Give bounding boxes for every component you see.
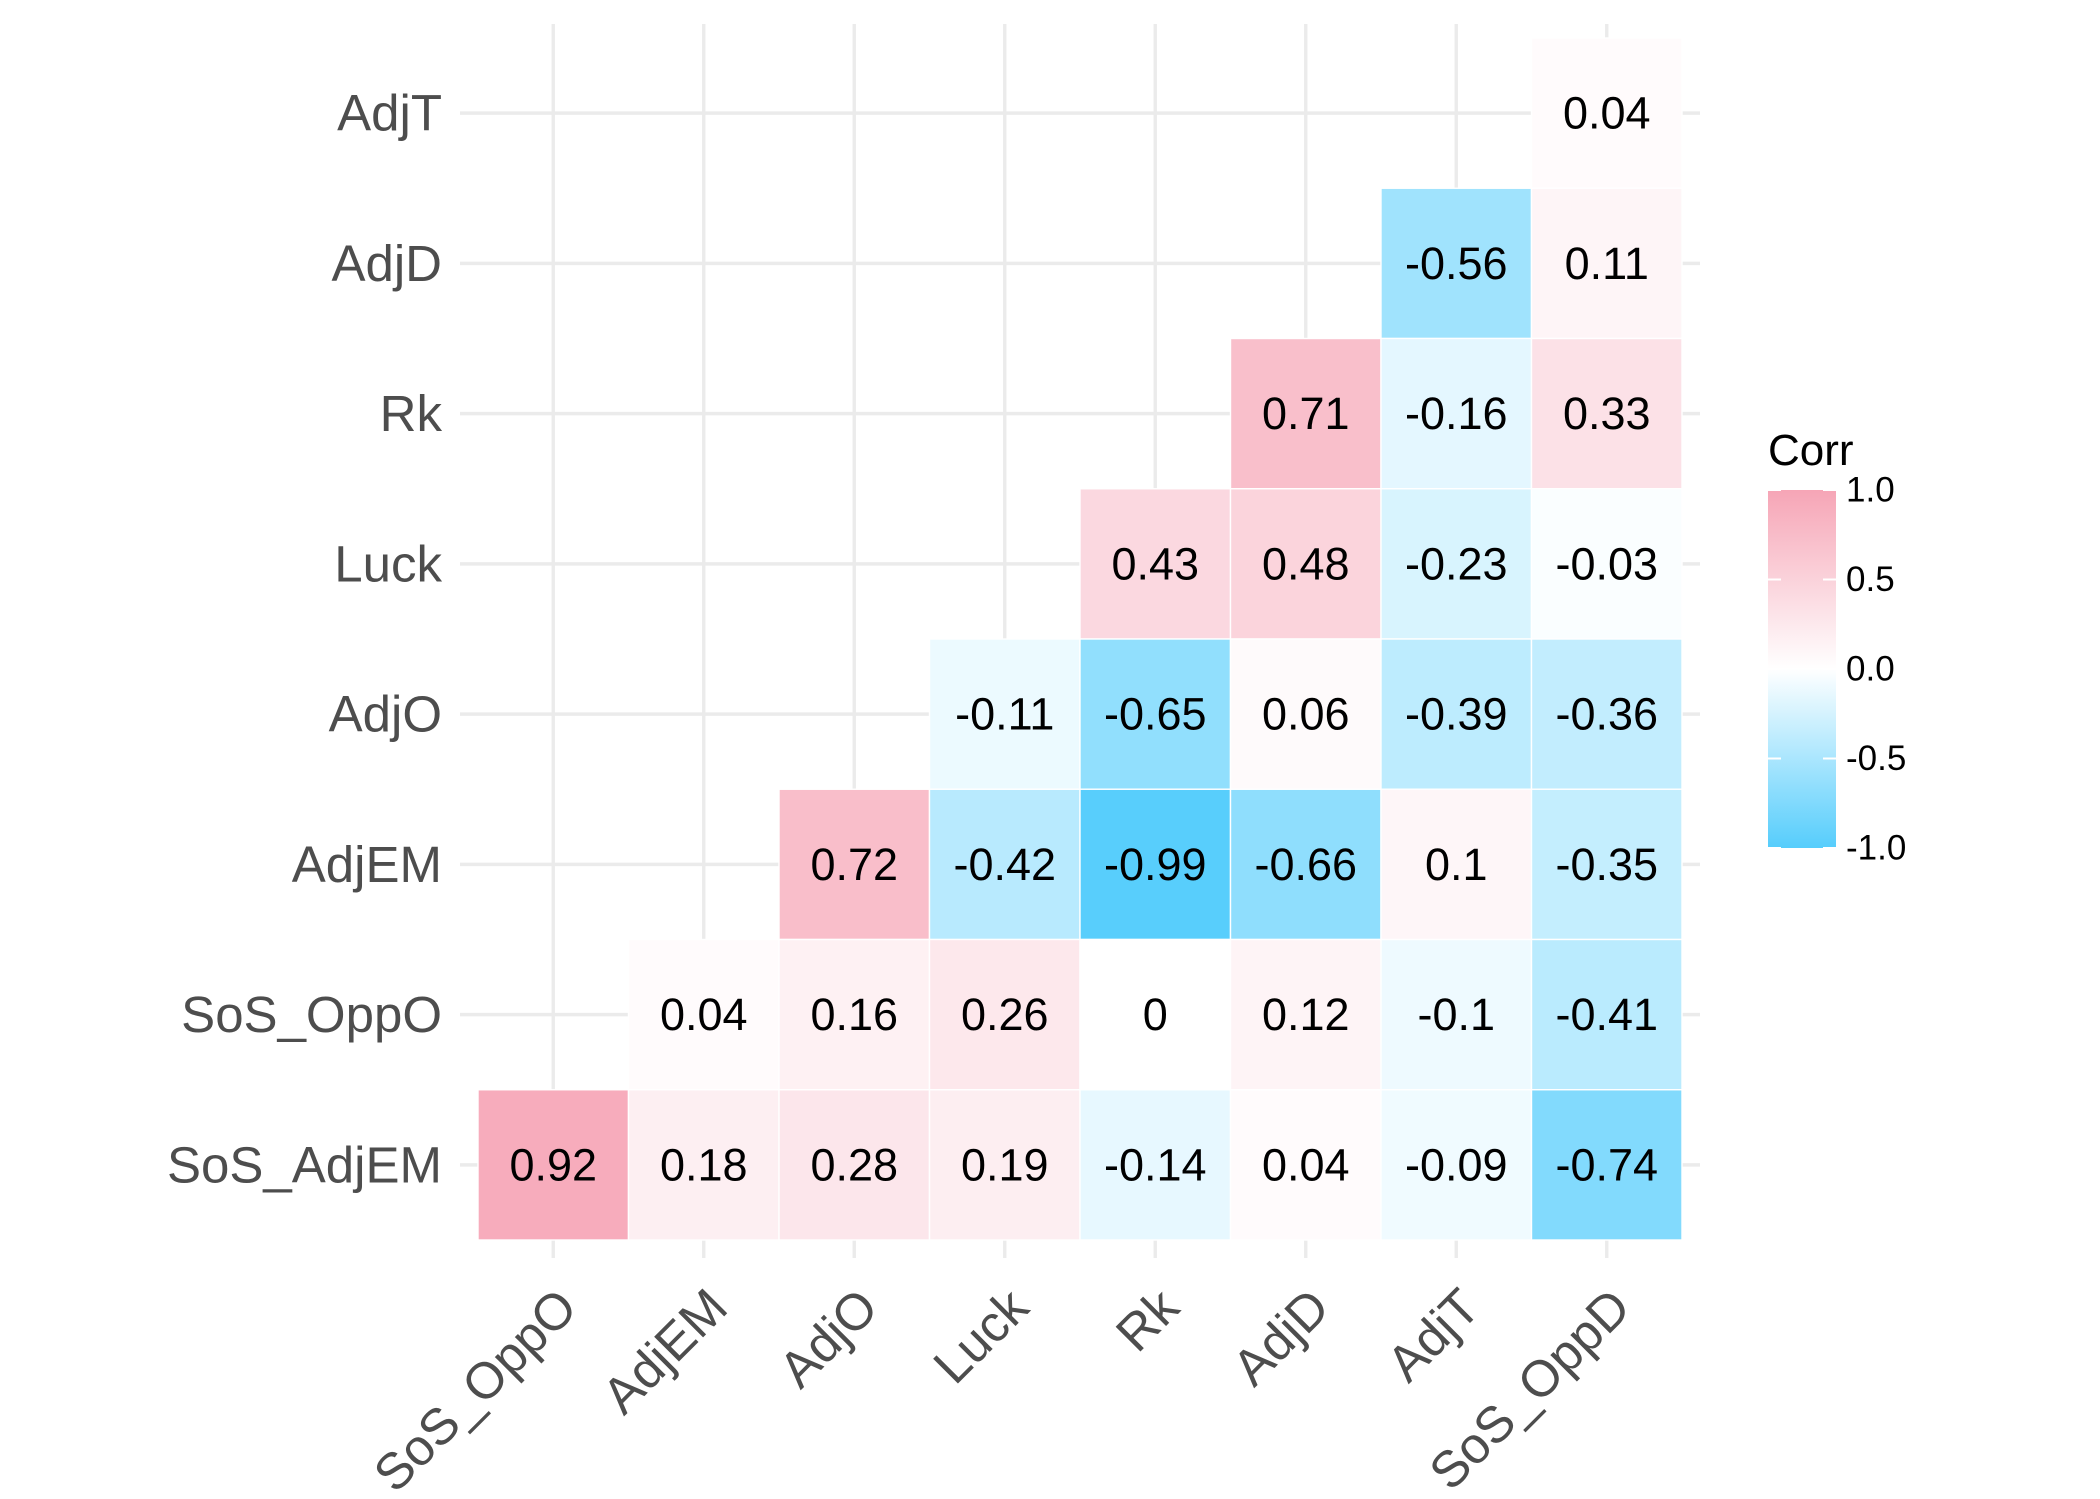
legend-title: Corr [1768, 426, 1854, 475]
cell-value-label: 0.92 [509, 1139, 597, 1190]
y-tick-label: SoS_AdjEM [167, 1136, 442, 1193]
cell-value-label: -0.99 [1104, 839, 1207, 890]
heatmap-cell [1380, 337, 1533, 490]
x-tick-label: AdjO [768, 1278, 888, 1398]
cell-value-label: -0.16 [1405, 388, 1508, 439]
cell-value-label: 0.12 [1262, 989, 1350, 1040]
cell-value-label: 0.16 [810, 989, 898, 1040]
cell-value-label: -0.41 [1555, 989, 1658, 1040]
heatmap-cell [1079, 638, 1232, 790]
heatmap-cell [1380, 1089, 1533, 1241]
y-tick-label: AdjT [337, 85, 442, 142]
legend-break-label: 1.0 [1846, 471, 1895, 510]
color-legend: Corr 1.0 0.5 0.0 -0.5 -1.0 [1768, 426, 1906, 868]
cell-value-label: 0.19 [961, 1139, 1049, 1190]
x-tick-label: SoS_OppO [363, 1278, 588, 1499]
y-tick-label: Luck [334, 535, 442, 592]
cell-value-label: 0.28 [810, 1139, 898, 1190]
heatmap-cell [1530, 337, 1683, 490]
y-tick-label: AdjD [331, 235, 442, 292]
heatmap-cell [1380, 788, 1533, 941]
legend-break-label: 0.0 [1846, 650, 1895, 689]
heatmap-cell [1530, 938, 1683, 1091]
cell-value-label: 0.04 [660, 989, 748, 1040]
cell-value-label: 0 [1143, 989, 1168, 1040]
x-tick-label: AdjT [1376, 1278, 1490, 1392]
y-tick-label: Rk [380, 385, 443, 442]
x-tick-label: AdjD [1221, 1278, 1339, 1396]
cell-value-label: -0.66 [1254, 839, 1357, 890]
heatmap-cell [1229, 337, 1382, 490]
heatmap-cell [1530, 788, 1683, 941]
heatmap-cell [1380, 638, 1533, 790]
cell-value-label: 0.71 [1262, 388, 1350, 439]
heatmap-cells [477, 37, 1683, 1241]
x-tick-label: Rk [1105, 1278, 1190, 1363]
heatmap-cell [778, 1089, 931, 1241]
x-tick-label: Luck [922, 1277, 1039, 1394]
heatmap-cell [627, 1089, 780, 1241]
x-tick-label: AdjEM [591, 1278, 738, 1425]
cell-value-label: 0.1 [1425, 839, 1488, 890]
heatmap-cell [928, 788, 1081, 941]
heatmap-cell [928, 1089, 1081, 1241]
heatmap-cell [1380, 938, 1533, 1091]
cell-value-label: -0.39 [1405, 689, 1508, 740]
cell-value-label: -0.65 [1104, 689, 1207, 740]
heatmap-cell [1530, 488, 1683, 640]
heatmap-cell [1380, 488, 1533, 640]
heatmap-cell [1229, 1089, 1382, 1241]
cell-value-label: 0.43 [1111, 538, 1199, 589]
y-axis: AdjT AdjD Rk Luck AdjO AdjEM SoS_OppO SoS_AdjEM [167, 85, 442, 1194]
heatmap-cell [1079, 488, 1232, 640]
heatmap-cell [627, 938, 780, 1091]
legend-break-label: -1.0 [1846, 829, 1906, 868]
legend-break-label: 0.5 [1846, 560, 1895, 599]
y-tick-label: AdjO [329, 686, 442, 743]
cell-value-label: 0.06 [1262, 689, 1350, 740]
cell-value-label: -0.35 [1555, 839, 1658, 890]
y-tick-label: AdjEM [292, 836, 442, 893]
cell-value-label: 0.48 [1262, 538, 1350, 589]
heatmap-cell [778, 788, 931, 941]
heatmap-cell [1079, 1089, 1232, 1241]
cell-value-label: -0.14 [1104, 1139, 1207, 1190]
cell-value-label: -0.11 [955, 689, 1054, 740]
cell-value-label: -0.56 [1405, 238, 1508, 289]
heatmap-cell [928, 638, 1081, 790]
cell-value-label: 0.11 [1565, 238, 1649, 289]
heatmap-cell [1530, 37, 1683, 189]
cell-value-label: 0.33 [1563, 388, 1651, 439]
heatmap-cell [1530, 1089, 1683, 1241]
heatmap-cell [778, 938, 931, 1091]
cell-value-label: 0.04 [1262, 1139, 1350, 1190]
cell-value-label: -0.1 [1417, 989, 1495, 1040]
legend-break-label: -0.5 [1846, 739, 1906, 778]
heatmap-cell [1229, 788, 1382, 941]
heatmap-cell [1229, 638, 1382, 790]
cell-value-label: -0.42 [953, 839, 1056, 890]
cell-value-labels: 0.04-0.56 0.110.71 -0.16 0.330.43 0.48 -0.23-… [509, 88, 1658, 1191]
heatmap-cell [1530, 638, 1683, 790]
cell-value-label: -0.36 [1555, 689, 1658, 740]
heatmap-cell [1079, 788, 1232, 941]
heatmap-cell [1229, 938, 1382, 1091]
cell-value-label: 0.26 [961, 989, 1049, 1040]
cell-value-label: -0.74 [1555, 1139, 1658, 1190]
cell-value-label: -0.09 [1405, 1139, 1508, 1190]
cell-value-label: 0.72 [810, 839, 898, 890]
cell-value-label: 0.18 [660, 1139, 748, 1190]
cell-value-label: 0.04 [1563, 88, 1651, 139]
y-tick-label: SoS_OppO [181, 986, 442, 1043]
cell-value-label: -0.23 [1405, 538, 1508, 589]
cell-value-label: -0.03 [1555, 538, 1658, 589]
